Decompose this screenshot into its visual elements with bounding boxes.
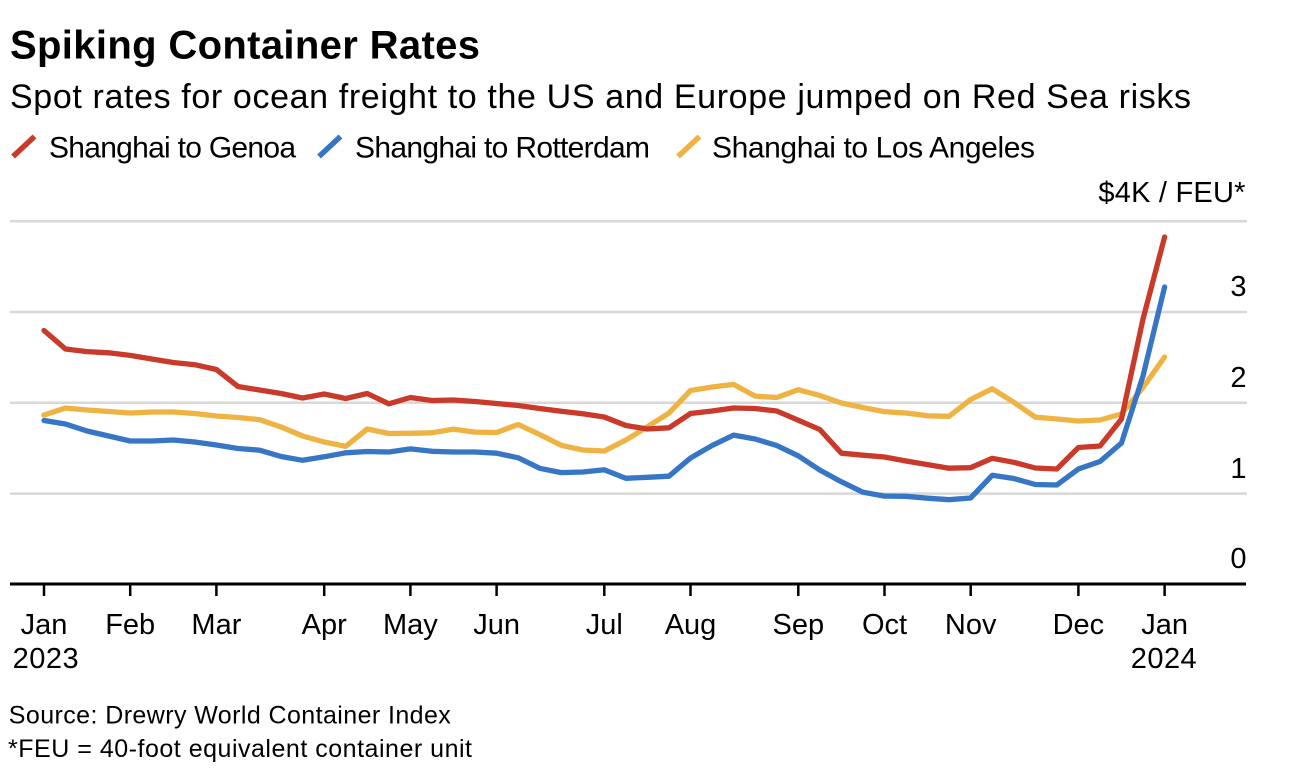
svg-text:$4K / FEU*: $4K / FEU*: [1098, 177, 1245, 209]
svg-text:Jun: Jun: [473, 609, 520, 641]
svg-text:2023: 2023: [13, 643, 79, 675]
svg-text:Aug: Aug: [665, 609, 717, 641]
svg-text:2: 2: [1230, 362, 1246, 394]
svg-text:3: 3: [1230, 271, 1246, 303]
svg-text:*FEU = 40-foot equivalent cont: *FEU = 40-foot equivalent container unit: [8, 735, 472, 763]
svg-text:Apr: Apr: [302, 609, 347, 641]
svg-text:Jul: Jul: [586, 609, 623, 641]
svg-text:Mar: Mar: [191, 609, 241, 641]
svg-text:Jan: Jan: [1141, 609, 1188, 641]
svg-text:May: May: [383, 609, 438, 641]
svg-text:1: 1: [1230, 453, 1246, 485]
svg-text:Dec: Dec: [1053, 609, 1105, 641]
svg-text:Spiking Container Rates: Spiking Container Rates: [10, 24, 480, 68]
svg-text:0: 0: [1230, 543, 1246, 575]
svg-text:Oct: Oct: [862, 609, 907, 641]
svg-text:Shanghai to Rotterdam: Shanghai to Rotterdam: [355, 132, 650, 165]
svg-text:Source: Drewry World Container: Source: Drewry World Container Index: [9, 702, 452, 730]
svg-text:2024: 2024: [1131, 643, 1197, 675]
svg-text:Shanghai to Los Angeles: Shanghai to Los Angeles: [712, 132, 1035, 165]
svg-text:Nov: Nov: [945, 609, 997, 641]
svg-text:Shanghai to Genoa: Shanghai to Genoa: [49, 132, 296, 165]
svg-text:Sep: Sep: [772, 609, 824, 641]
svg-text:Jan: Jan: [21, 609, 68, 641]
svg-text:Feb: Feb: [105, 609, 155, 641]
svg-text:Spot rates for ocean freight t: Spot rates for ocean freight to the US a…: [10, 78, 1191, 116]
